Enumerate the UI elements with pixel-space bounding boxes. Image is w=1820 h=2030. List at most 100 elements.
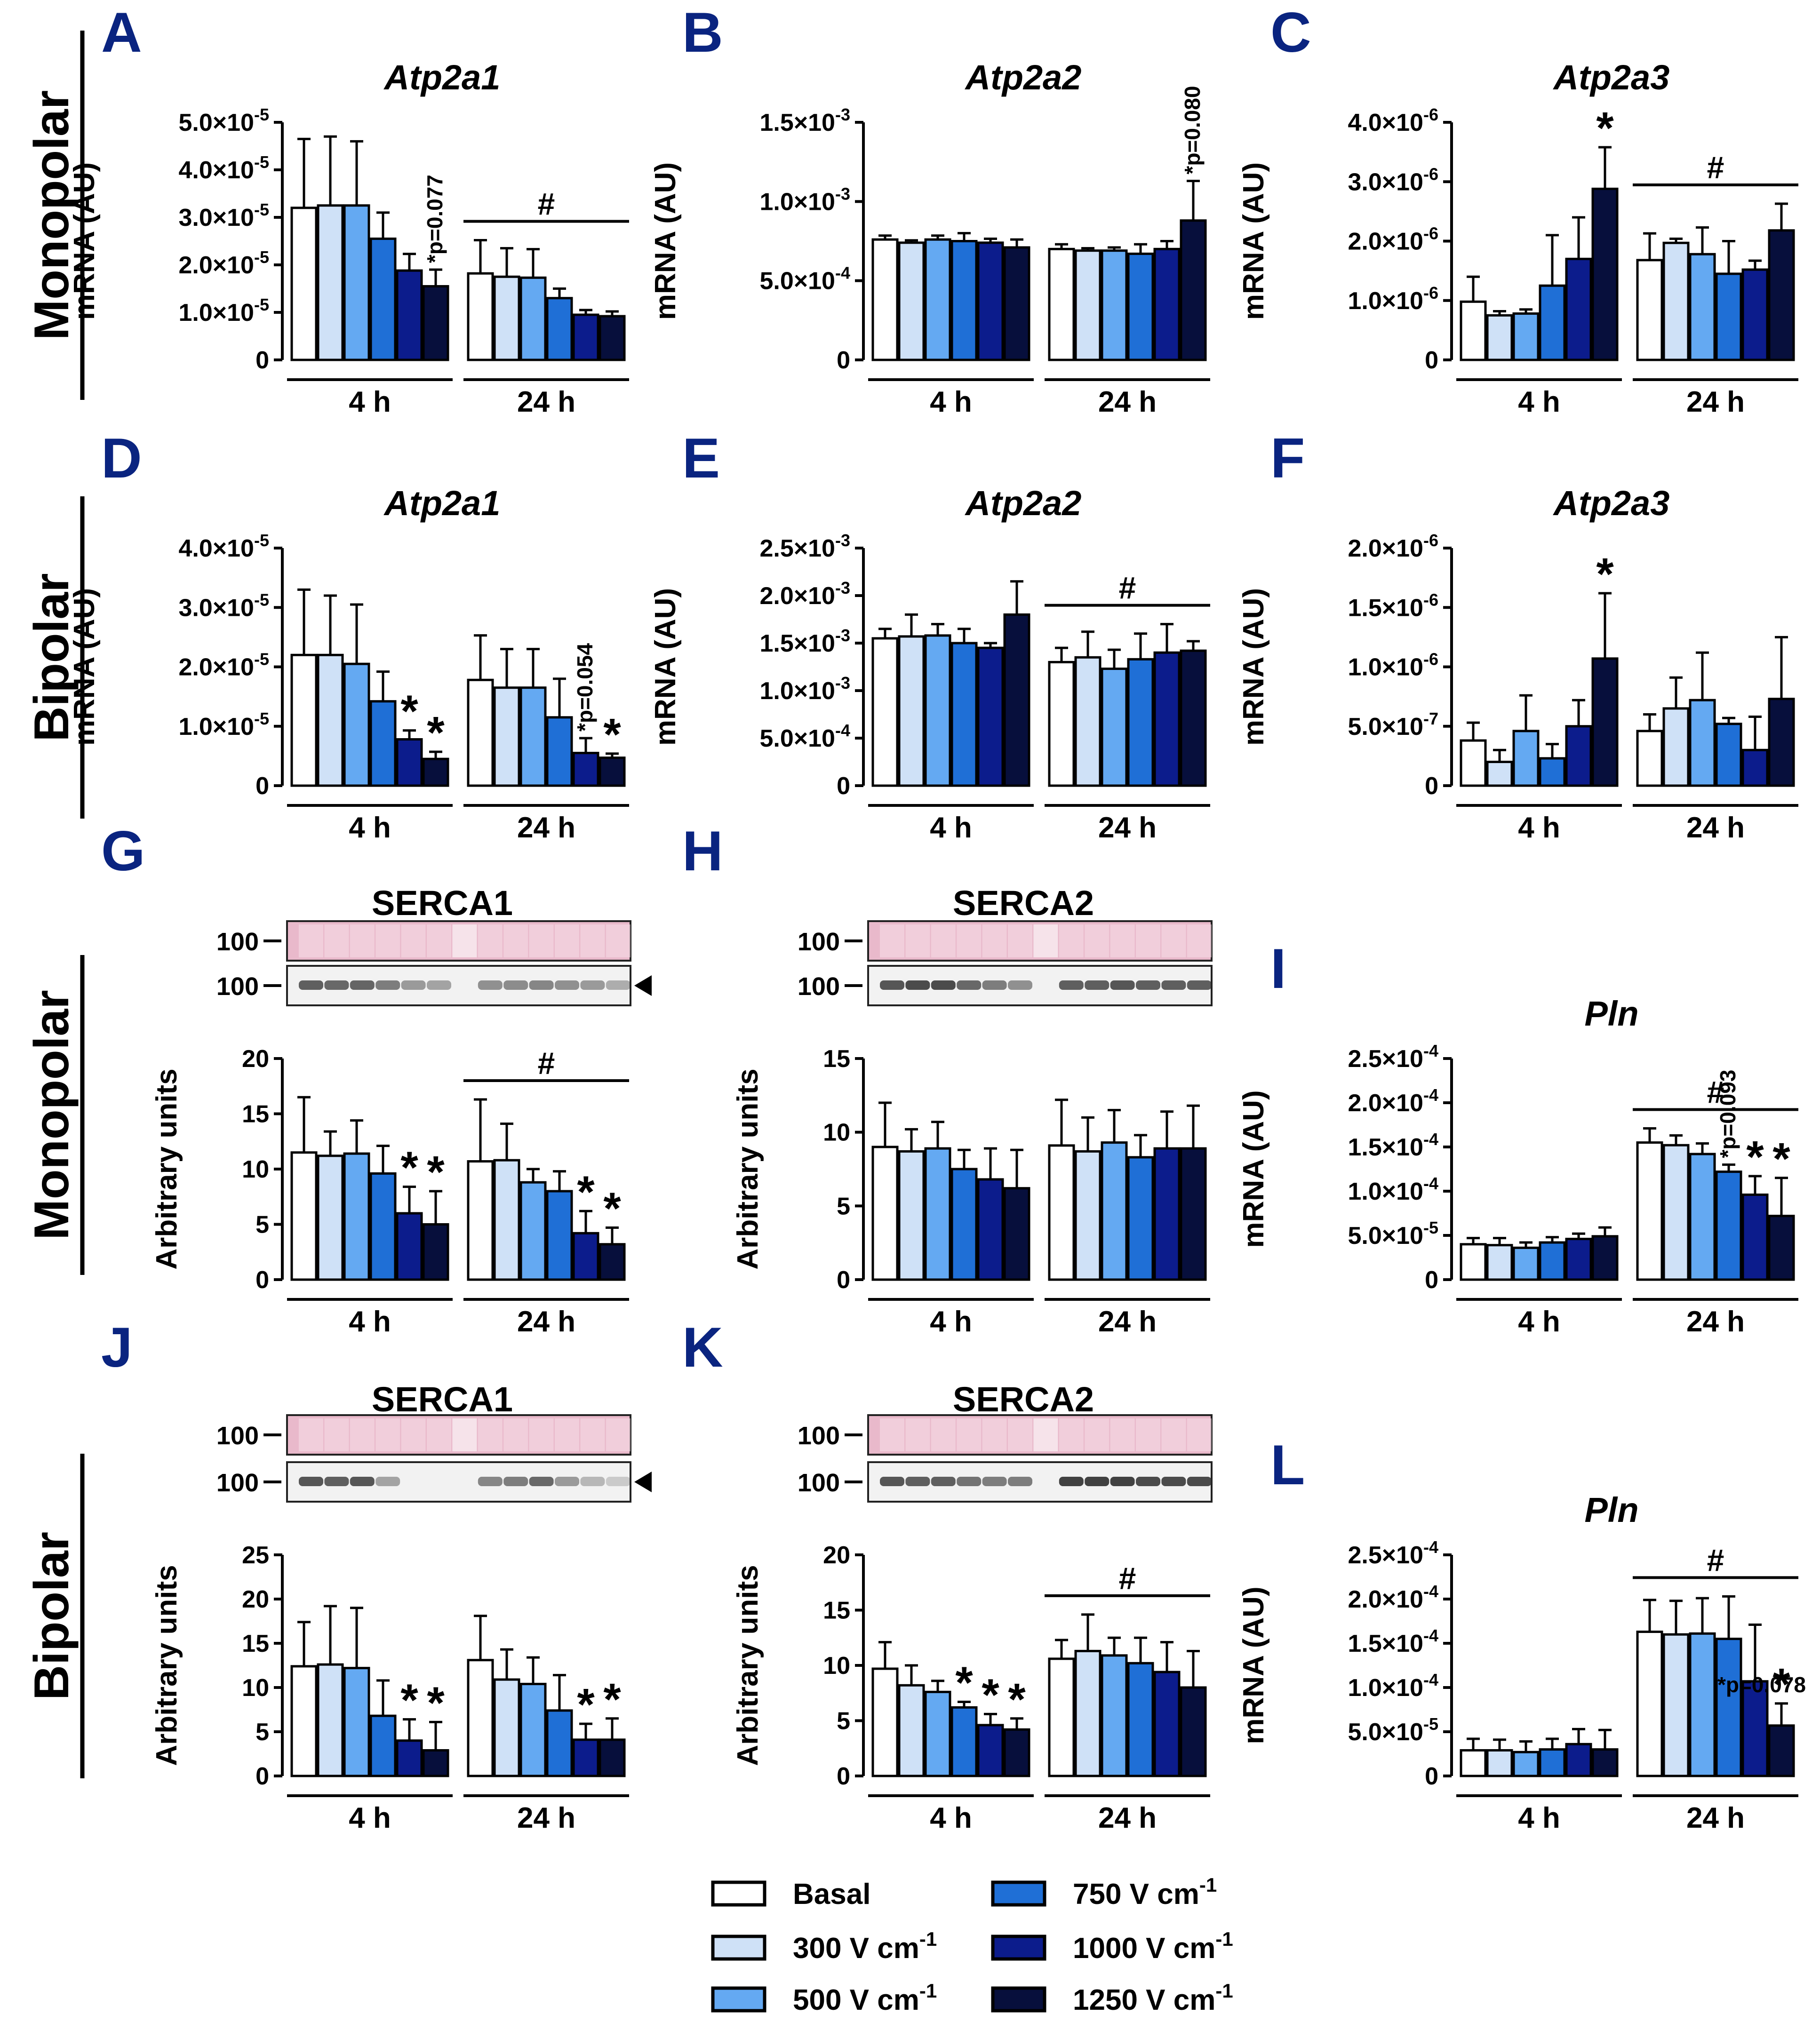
y-tick-label: 1.0×10-5 xyxy=(178,709,269,740)
y-tick-label: 15 xyxy=(242,1101,269,1128)
blot-band xyxy=(1059,980,1084,990)
ponceau-lane xyxy=(1161,924,1186,957)
y-axis-label: mRNA (AU) xyxy=(68,162,101,320)
y-tick-label: 4.0×10-6 xyxy=(1348,105,1438,136)
bar-g-1-4 xyxy=(572,1232,599,1281)
y-tick-label: 1.5×10-6 xyxy=(1348,590,1438,621)
y-tick-label: 1.0×10-3 xyxy=(759,184,850,215)
hash-mark: # xyxy=(1119,1561,1136,1596)
y-tick-label: 0 xyxy=(837,1266,850,1294)
bar-g-0-4 xyxy=(396,1212,423,1281)
bar-f-0-1 xyxy=(1486,761,1513,787)
bar-i-0-2 xyxy=(1512,1246,1540,1281)
ponceau-lane xyxy=(1085,1418,1110,1451)
bar-b-1-2 xyxy=(1101,249,1128,361)
bar-a-1-4 xyxy=(572,313,599,361)
p-value-annotation: *p=0.054 xyxy=(573,643,597,732)
group-label: 4 h xyxy=(349,812,391,844)
y-tick-label: 5.0×10-5 xyxy=(1348,1218,1438,1250)
bar-d-0-4 xyxy=(396,738,423,787)
significance-star: * xyxy=(400,1675,418,1726)
legend-label: 300 V cm-1 xyxy=(793,1928,937,1965)
group-label: 24 h xyxy=(517,386,575,418)
ponceau-mw-label: 100 xyxy=(216,1422,259,1450)
significance-star: * xyxy=(603,1674,621,1725)
bar-f-1-3 xyxy=(1715,723,1742,787)
ponceau-lane xyxy=(299,924,323,957)
bar-l-0-5 xyxy=(1591,1748,1619,1777)
blot-band xyxy=(503,980,528,990)
bar-e-1-1 xyxy=(1074,656,1102,787)
group-label: 24 h xyxy=(517,812,575,844)
bar-k-1-1 xyxy=(1074,1649,1102,1777)
bar-g-1-5 xyxy=(599,1243,626,1281)
bar-h-1-0 xyxy=(1048,1144,1075,1281)
bar-g-0-0 xyxy=(290,1151,318,1281)
bar-e-1-5 xyxy=(1180,649,1207,787)
bar-d-0-5 xyxy=(422,757,449,787)
legend-swatch xyxy=(991,1986,1046,2013)
y-axis-label: Arbitrary units xyxy=(151,1068,183,1269)
blot-band xyxy=(880,1477,904,1486)
y-tick-label: 3.0×10-5 xyxy=(178,590,269,621)
ponceau-lane xyxy=(931,924,956,957)
y-tick-label: 0 xyxy=(1425,1763,1438,1790)
bar-a-0-0 xyxy=(290,207,318,361)
ponceau-lane xyxy=(1008,924,1032,957)
bar-c-1-2 xyxy=(1689,253,1716,361)
panel-title: Atp2a1 xyxy=(383,484,501,523)
y-tick-label: 2.0×10-6 xyxy=(1348,224,1438,255)
y-tick-label: 15 xyxy=(823,1597,850,1624)
bar-c-0-5 xyxy=(1591,187,1619,361)
blot-band xyxy=(1085,1477,1110,1486)
y-tick-label: 2.0×10-5 xyxy=(178,247,269,279)
significance-star: * xyxy=(1596,549,1614,599)
panel-title: Atp2a2 xyxy=(965,484,1082,523)
ponceau-lane xyxy=(452,1418,477,1451)
ponceau-lane xyxy=(1085,924,1110,957)
bar-c-1-3 xyxy=(1715,272,1742,361)
bar-b-1-1 xyxy=(1074,249,1102,361)
western-blot: 100 100 xyxy=(798,1414,1213,1503)
ponceau-lane xyxy=(529,924,554,957)
bar-h-0-3 xyxy=(950,1168,978,1281)
bar-g-1-0 xyxy=(467,1160,494,1281)
panel-b: B Atp2a2 0 5.0×10-4 1.0×10-3 1.5×10-3 mRNA (AU… xyxy=(649,1,1210,418)
ponceau-lane xyxy=(580,924,605,957)
bar-k-0-0 xyxy=(871,1667,899,1777)
bar-h-0-5 xyxy=(1003,1187,1030,1281)
blot-band xyxy=(478,980,503,990)
side-label-text: Monopolar xyxy=(24,90,79,340)
y-tick-label: 1.0×10-6 xyxy=(1348,650,1438,681)
bar-b-0-5 xyxy=(1003,246,1030,361)
group-label: 24 h xyxy=(1098,812,1157,844)
bar-b-0-0 xyxy=(871,238,899,361)
bar-l-1-5 xyxy=(1768,1724,1795,1777)
y-tick-label: 2.0×10-3 xyxy=(759,578,850,610)
blot-band xyxy=(606,1477,631,1486)
blot-mw-label: 100 xyxy=(798,972,840,1001)
panel-c: C Atp2a3 0 1.0×10-6 2.0×10-6 3.0×10-6 4.0×10-6… xyxy=(1237,1,1798,418)
bar-e-0-4 xyxy=(977,646,1004,787)
ponceau-lane xyxy=(324,924,349,957)
y-axis-label: mRNA (AU) xyxy=(649,162,682,320)
bar-c-1-0 xyxy=(1636,259,1663,361)
ponceau-lane xyxy=(1187,1418,1212,1451)
blot-band xyxy=(580,980,605,990)
significance-star: * xyxy=(427,1147,445,1197)
bar-d-1-1 xyxy=(493,686,520,787)
bar-l-0-0 xyxy=(1460,1749,1487,1777)
panel-letter: J xyxy=(101,1316,133,1379)
blot-band xyxy=(1136,1477,1160,1486)
bar-k-1-5 xyxy=(1180,1686,1207,1777)
significance-star: * xyxy=(982,1670,999,1720)
bar-g-0-2 xyxy=(343,1152,370,1281)
legend-swatch xyxy=(991,1880,1046,1907)
y-tick-label: 1.5×10-3 xyxy=(759,626,850,657)
y-tick-label: 0 xyxy=(255,1763,269,1790)
ponceau-lane xyxy=(375,924,400,957)
blot-mw-label: 100 xyxy=(798,1469,840,1497)
bar-e-0-2 xyxy=(924,634,951,787)
ponceau-lane xyxy=(324,1418,349,1451)
ponceau-lane xyxy=(905,924,930,957)
